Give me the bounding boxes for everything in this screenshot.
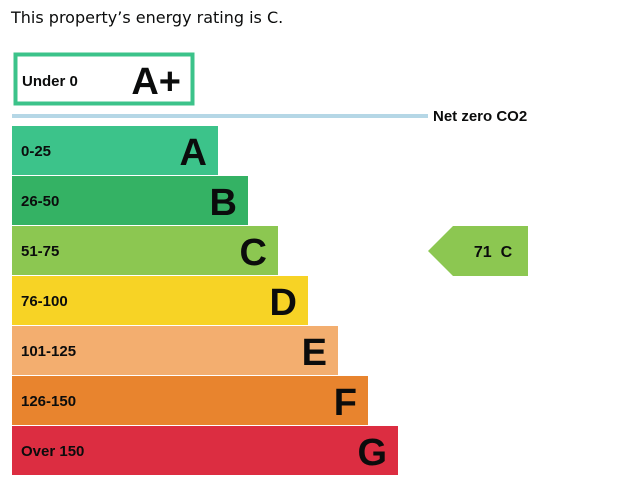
band-bar-b	[12, 176, 248, 225]
aplus-band-range: Under 0	[22, 73, 78, 90]
band-letter-c: C	[240, 232, 267, 274]
current-rating-text: 71 C	[474, 244, 513, 261]
band-range-d: 76-100	[21, 293, 68, 310]
aplus-band: Under 0 A+	[13, 52, 195, 106]
band-letter-f: F	[334, 382, 357, 424]
aplus-band-box	[13, 52, 195, 106]
band-bar-g	[12, 426, 398, 475]
band-range-e: 101-125	[21, 343, 76, 360]
band-range-c: 51-75	[21, 243, 59, 260]
band-range-b: 26-50	[21, 193, 59, 210]
rating-summary: This property’s energy rating is C.	[11, 8, 284, 27]
aplus-band-letter: A+	[131, 61, 181, 103]
band-letter-g: G	[357, 432, 387, 474]
band-range-a: 0-25	[21, 143, 51, 160]
band-bar-c	[12, 226, 278, 275]
band-letter-a: A	[180, 132, 207, 174]
band-range-g: Over 150	[21, 443, 84, 460]
band-letter-e: E	[302, 332, 327, 374]
current-rating-arrow	[428, 226, 528, 276]
net-zero-label: Net zero CO2	[433, 108, 527, 125]
net-zero-line	[12, 114, 428, 118]
band-letter-d: D	[270, 282, 297, 324]
band-bar-f	[12, 376, 368, 425]
band-bar-a	[12, 126, 218, 175]
band-bar-e	[12, 326, 338, 375]
net-zero-marker: Net zero CO2	[12, 108, 527, 125]
rating-bands: 0-25 A 26-50 B 51-75 C 76-100 D 101-125 E 126-150 F…	[12, 126, 398, 475]
band-range-f: 126-150	[21, 393, 76, 410]
band-letter-b: B	[210, 182, 237, 224]
band-bar-d	[12, 276, 308, 325]
current-rating-marker: 71 C	[428, 226, 528, 276]
